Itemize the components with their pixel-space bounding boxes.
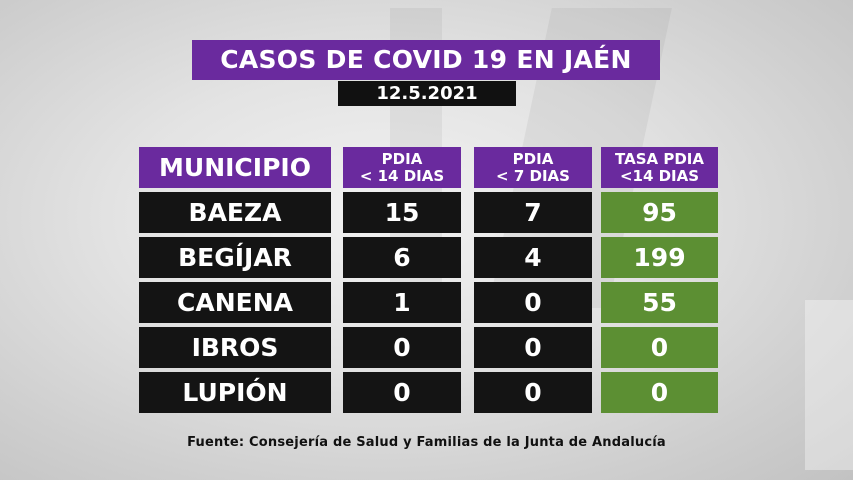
pdia-7-cell: 0: [474, 327, 592, 368]
background-watermark: [805, 300, 853, 470]
header-tasa-pdia: TASA PDIA <14 DIAS: [601, 147, 718, 188]
header-municipio: MUNICIPIO: [139, 147, 331, 188]
pdia-7-cell: 7: [474, 192, 592, 233]
source-caption: Fuente: Consejería de Salud y Familias d…: [187, 435, 666, 450]
page-title: CASOS DE COVID 19 EN JAÉN: [192, 40, 660, 80]
pdia-7-cell: 0: [474, 372, 592, 413]
header-pdia-7-dias: PDIA < 7 DIAS: [474, 147, 592, 188]
municipio-cell: LUPIÓN: [139, 372, 331, 413]
pdia-14-cell: 0: [343, 372, 461, 413]
pdia-14-cell: 15: [343, 192, 461, 233]
tasa-cell: 199: [601, 237, 718, 278]
municipio-cell: IBROS: [139, 327, 331, 368]
pdia-14-cell: 1: [343, 282, 461, 323]
pdia-14-cell: 6: [343, 237, 461, 278]
pdia-14-cell: 0: [343, 327, 461, 368]
date-label: 12.5.2021: [338, 81, 516, 106]
tasa-cell: 0: [601, 372, 718, 413]
header-line: PDIA: [381, 149, 423, 168]
pdia-7-cell: 0: [474, 282, 592, 323]
municipio-cell: BEGÍJAR: [139, 237, 331, 278]
municipio-cell: CANENA: [139, 282, 331, 323]
tasa-cell: 55: [601, 282, 718, 323]
tasa-cell: 0: [601, 327, 718, 368]
header-line: PDIA: [512, 149, 554, 168]
tasa-cell: 95: [601, 192, 718, 233]
header-line: TASA PDIA: [615, 149, 704, 168]
header-line: < 7 DIAS: [496, 166, 570, 185]
header-line: < 14 DIAS: [359, 166, 445, 185]
pdia-7-cell: 4: [474, 237, 592, 278]
header-pdia-14-dias: PDIA < 14 DIAS: [343, 147, 461, 188]
municipio-cell: BAEZA: [139, 192, 331, 233]
header-line: <14 DIAS: [619, 166, 700, 185]
